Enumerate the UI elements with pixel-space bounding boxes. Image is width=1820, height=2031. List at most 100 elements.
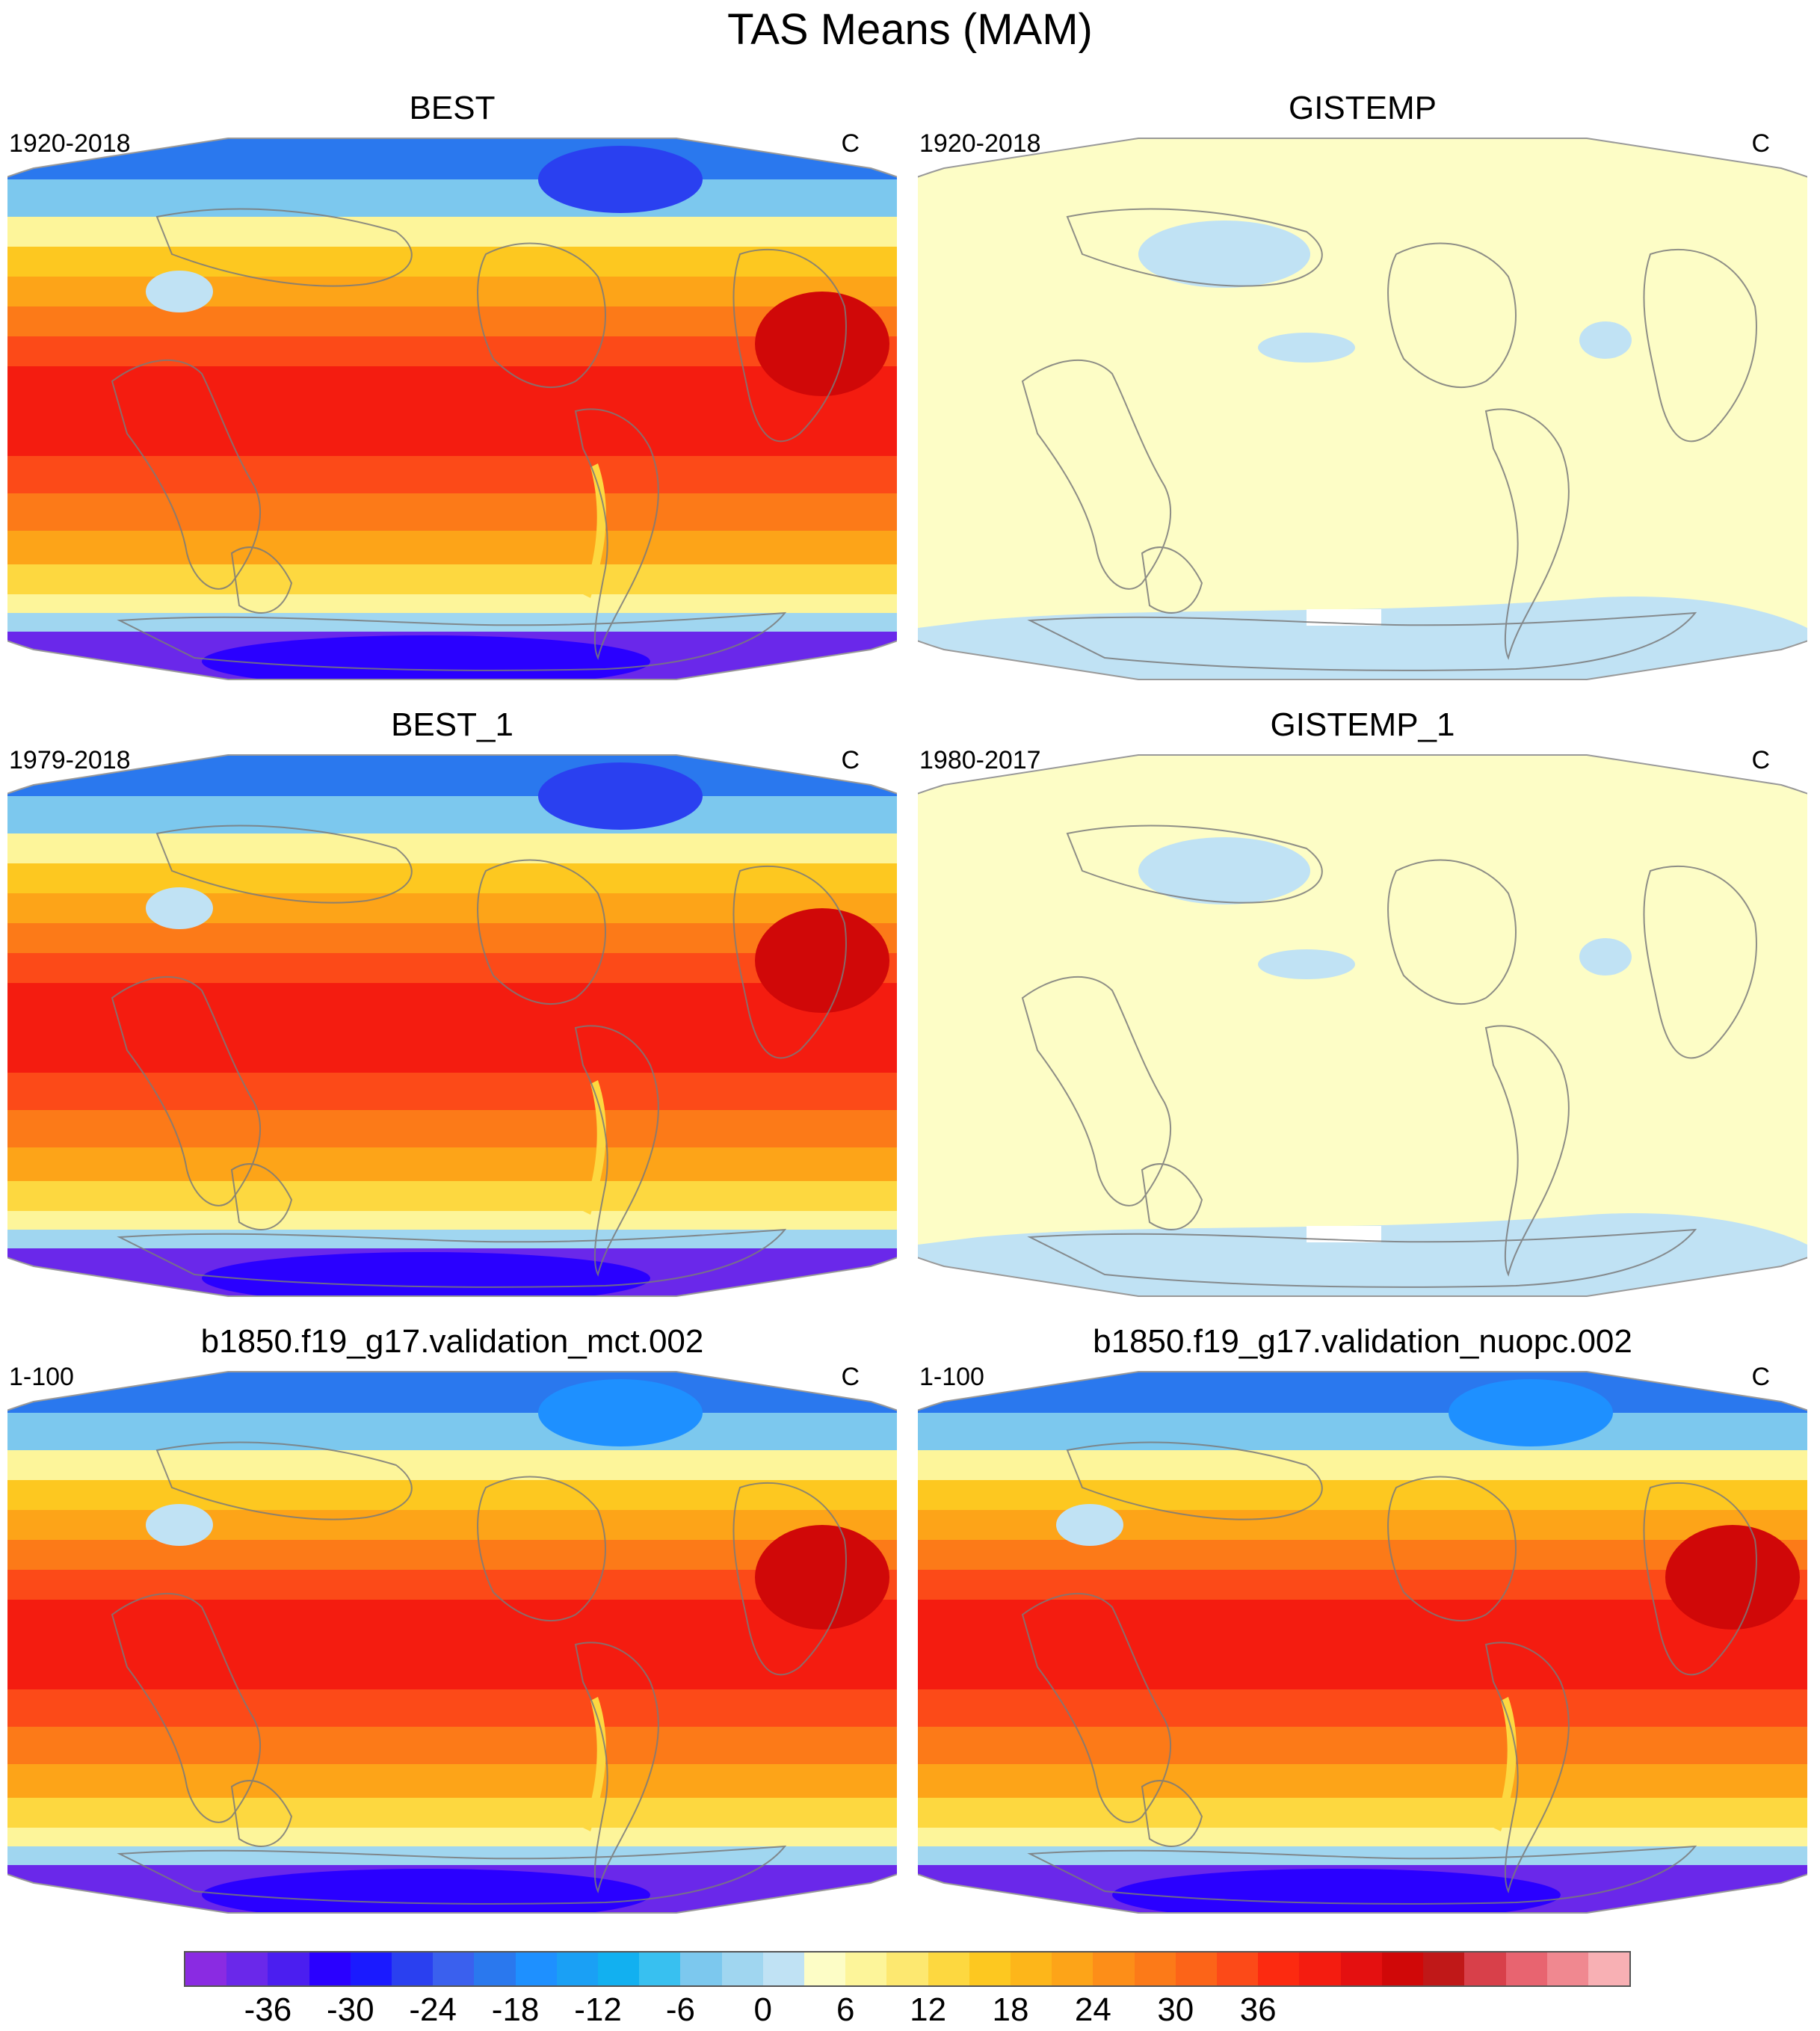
- hot-spot: [755, 1525, 889, 1630]
- map-model-mct: [7, 1371, 897, 1914]
- temperature-band: [7, 594, 897, 613]
- colorbar-box: [1175, 1953, 1218, 1985]
- coastline: [1021, 359, 1171, 590]
- temperature-band: [918, 1828, 1807, 1846]
- coastline: [1027, 611, 1697, 671]
- colorbar-box: [845, 1953, 887, 1985]
- cold-spot: [146, 1504, 213, 1546]
- panel-title: GISTEMP: [1288, 90, 1437, 126]
- coastline: [732, 248, 847, 443]
- coastline: [230, 546, 293, 614]
- map-model-nuopc: [918, 1371, 1807, 1914]
- panel-best: BEST 1920-2018 C: [0, 86, 904, 691]
- colorbar-box: [886, 1953, 928, 1985]
- coastline: [477, 1476, 606, 1621]
- temperature-band: [7, 1372, 897, 1413]
- coastline: [1387, 1476, 1517, 1621]
- coastline: [1141, 1163, 1203, 1230]
- colorbar-box: [1134, 1953, 1176, 1985]
- coastline: [477, 242, 606, 388]
- colorbar-boxes: [184, 1951, 1631, 1987]
- temperature-band: [7, 247, 897, 277]
- cold-region: [538, 1379, 703, 1446]
- colorbar-tick-label: -30: [327, 1991, 374, 2028]
- colorbar-box: [1217, 1953, 1259, 1985]
- temperature-band: [7, 277, 897, 306]
- panel-model-mct: b1850.f19_g17.validation_mct.002 1-100 C: [0, 1319, 904, 1925]
- cold-region: [538, 762, 703, 830]
- coastline: [1066, 825, 1323, 904]
- temperature-band: [7, 531, 897, 564]
- temperature-field: [918, 1372, 1807, 1913]
- temperature-band: [7, 217, 897, 247]
- cold-spot: [1056, 1504, 1123, 1546]
- colorbar-box: [1464, 1953, 1506, 1985]
- map-border: [7, 754, 897, 1297]
- cold-spot: [146, 887, 213, 929]
- map-gistemp: [918, 138, 1807, 680]
- temperature-band: [7, 1727, 897, 1764]
- coastline: [1484, 1642, 1570, 1893]
- colorbar-box: [350, 1953, 392, 1985]
- colorbar-box: [268, 1953, 309, 1985]
- colorbar-box: [1258, 1953, 1300, 1985]
- colorbar-tick-label: 18: [992, 1991, 1029, 2028]
- colorbar-tick-label: -18: [491, 1991, 540, 2028]
- anomaly-patch: [1138, 837, 1310, 904]
- panel-period: 1980-2017: [919, 746, 1041, 774]
- map-border: [918, 754, 1807, 1297]
- antarctic-cold: [202, 635, 650, 679]
- colorbar-tick-label: 6: [836, 1991, 855, 2028]
- colorbar-box: [1505, 1953, 1547, 1985]
- colorbar-box: [1299, 1953, 1341, 1985]
- coastline: [574, 408, 659, 660]
- colorbar-box: [1423, 1953, 1465, 1985]
- map-border: [918, 138, 1807, 680]
- coastline: [1643, 865, 1757, 1059]
- colorbar-box: [1093, 1953, 1135, 1985]
- coastline: [1141, 1780, 1203, 1847]
- temperature-band: [7, 179, 897, 217]
- colorbar-tick-label: 36: [1239, 1991, 1277, 2028]
- temperature-band: [918, 1727, 1807, 1764]
- map-best-1: [7, 754, 897, 1297]
- panel-best-1: BEST_1 1979-2018 C: [0, 703, 904, 1308]
- coastline: [230, 1163, 293, 1230]
- temperature-band: [7, 1181, 897, 1211]
- coastline: [117, 1845, 787, 1905]
- andes-streak: [583, 463, 606, 598]
- temperature-band: [918, 1798, 1807, 1828]
- coastline: [111, 1592, 261, 1823]
- colorbar-box: [639, 1953, 681, 1985]
- coastline: [1066, 208, 1323, 287]
- panel-model-nuopc: b1850.f19_g17.validation_nuopc.002 1-100…: [910, 1319, 1815, 1925]
- missing-data: [1307, 609, 1381, 626]
- coastline: [1021, 976, 1171, 1206]
- panel-title: GISTEMP_1: [1270, 706, 1455, 743]
- temperature-band: [918, 1413, 1807, 1450]
- temperature-band: [7, 1211, 897, 1230]
- temperature-band: [7, 1073, 897, 1110]
- temperature-band: [7, 1846, 897, 1865]
- coastline: [1027, 1228, 1697, 1288]
- coastline: [1484, 408, 1570, 660]
- coastline: [155, 1441, 413, 1520]
- coastline: [1484, 1025, 1570, 1277]
- coastline: [117, 611, 787, 671]
- coastline: [574, 1025, 659, 1277]
- hot-spot: [755, 292, 889, 396]
- temperature-band: [7, 923, 897, 953]
- colorbar-tick-label: 24: [1074, 1991, 1111, 2028]
- colorbar-box: [185, 1953, 227, 1985]
- temperature-band: [7, 1689, 897, 1727]
- coastline-group: [111, 1441, 847, 1905]
- antarctic-cold: [202, 1869, 650, 1913]
- anomaly-patch: [1258, 333, 1355, 363]
- temperature-field: [7, 755, 897, 1296]
- colorbar-box: [598, 1953, 640, 1985]
- panel-title: BEST: [409, 90, 496, 126]
- coastline: [732, 1482, 847, 1676]
- temperature-band: [918, 1846, 1807, 1865]
- missing-data: [1307, 1226, 1381, 1242]
- antarctic-cold: [1112, 1869, 1561, 1913]
